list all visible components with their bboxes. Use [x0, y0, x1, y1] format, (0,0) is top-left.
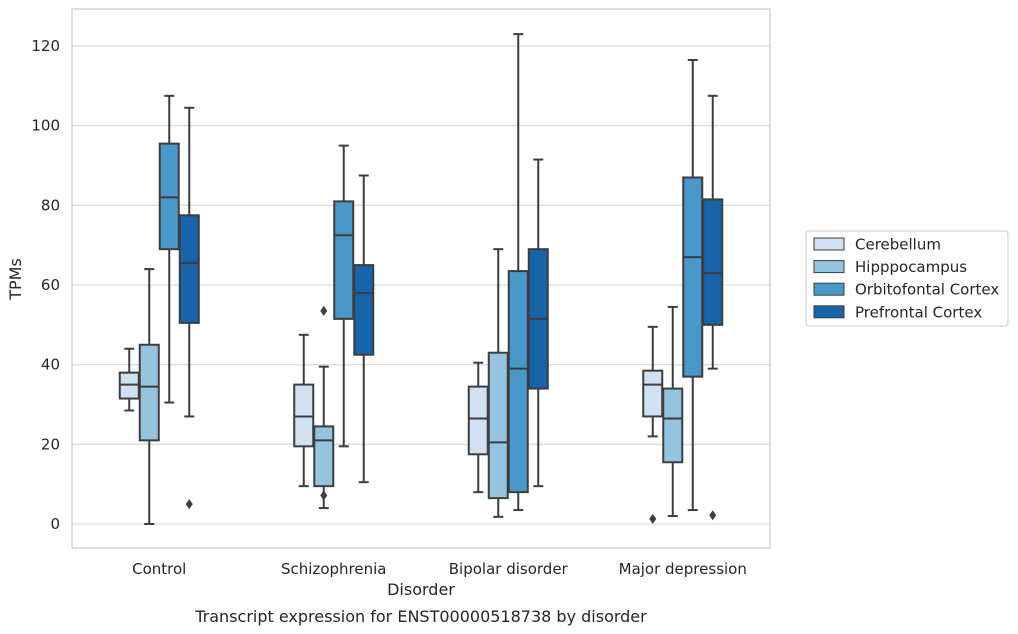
outlier-point	[649, 513, 657, 524]
box-iqr	[138, 343, 160, 442]
legend-swatch	[813, 282, 845, 296]
x-axis-label: Disorder	[387, 580, 455, 599]
box-2-2	[507, 33, 529, 512]
plot-frame	[71, 8, 771, 549]
y-tick-label: 80	[41, 196, 60, 214]
box-1-0	[293, 333, 315, 488]
y-tick-label: 100	[31, 117, 60, 135]
box-iqr	[353, 264, 375, 356]
box-0-3	[178, 106, 200, 510]
box-iqr	[642, 369, 664, 418]
box-3-1	[662, 305, 684, 518]
box-1-2	[333, 144, 355, 448]
box-iqr	[487, 351, 509, 500]
outlier-point	[185, 499, 193, 510]
box-3-2	[682, 58, 704, 512]
legend-label: Hipppocampus	[855, 258, 967, 276]
box-iqr	[702, 198, 724, 326]
box-iqr	[333, 200, 355, 320]
box-0-0	[118, 347, 140, 412]
box-2-1	[487, 248, 509, 518]
outlier-point	[320, 305, 328, 316]
legend-frame	[805, 230, 1009, 327]
legend: Cerebellum Hipppocampus Orbitofontal Corte…	[805, 230, 1009, 327]
box-iqr	[507, 270, 529, 494]
figure-caption: Transcript expression for ENST0000051873…	[194, 607, 647, 626]
y-tick-label: 0	[50, 515, 60, 533]
box-iqr	[662, 387, 684, 464]
box-1-1	[313, 305, 335, 510]
box-groups	[118, 33, 724, 525]
legend-swatch	[813, 237, 845, 251]
box-3-3	[702, 94, 724, 521]
box-0-2	[158, 94, 180, 404]
box-iqr	[467, 385, 489, 456]
box-iqr	[682, 176, 704, 378]
box-iqr	[313, 425, 335, 488]
legend-label: Orbitofontal Cortex	[855, 281, 999, 299]
x-tick-label: Bipolar disorder	[449, 560, 569, 578]
x-tick-label: Schizophrenia	[281, 560, 386, 578]
box-2-0	[467, 361, 489, 494]
outlier-point	[320, 490, 328, 501]
box-2-3	[527, 158, 549, 488]
legend-label: Cerebellum	[855, 236, 941, 254]
y-tick-labels: 0 20 40 60 80 100 120	[31, 37, 60, 533]
outlier-point	[709, 510, 717, 521]
legend-swatch	[813, 305, 845, 319]
legend-swatch	[813, 260, 845, 274]
legend-label: Prefrontal Cortex	[855, 303, 982, 321]
box-0-1	[138, 268, 160, 525]
box-1-3	[353, 174, 375, 484]
y-tick-label: 60	[41, 276, 60, 294]
x-tick-labels: Control Schizophrenia Bipolar disorder Majo…	[132, 560, 747, 578]
y-tick-label: 120	[31, 37, 60, 55]
x-tick-label: Major depression	[619, 560, 747, 578]
box-iqr	[178, 214, 200, 324]
y-tick-label: 20	[41, 435, 60, 453]
y-tick-label: 40	[41, 356, 60, 374]
y-axis-label: TPMs	[6, 258, 25, 301]
x-tick-label: Control	[132, 560, 186, 578]
box-3-0	[642, 325, 664, 524]
